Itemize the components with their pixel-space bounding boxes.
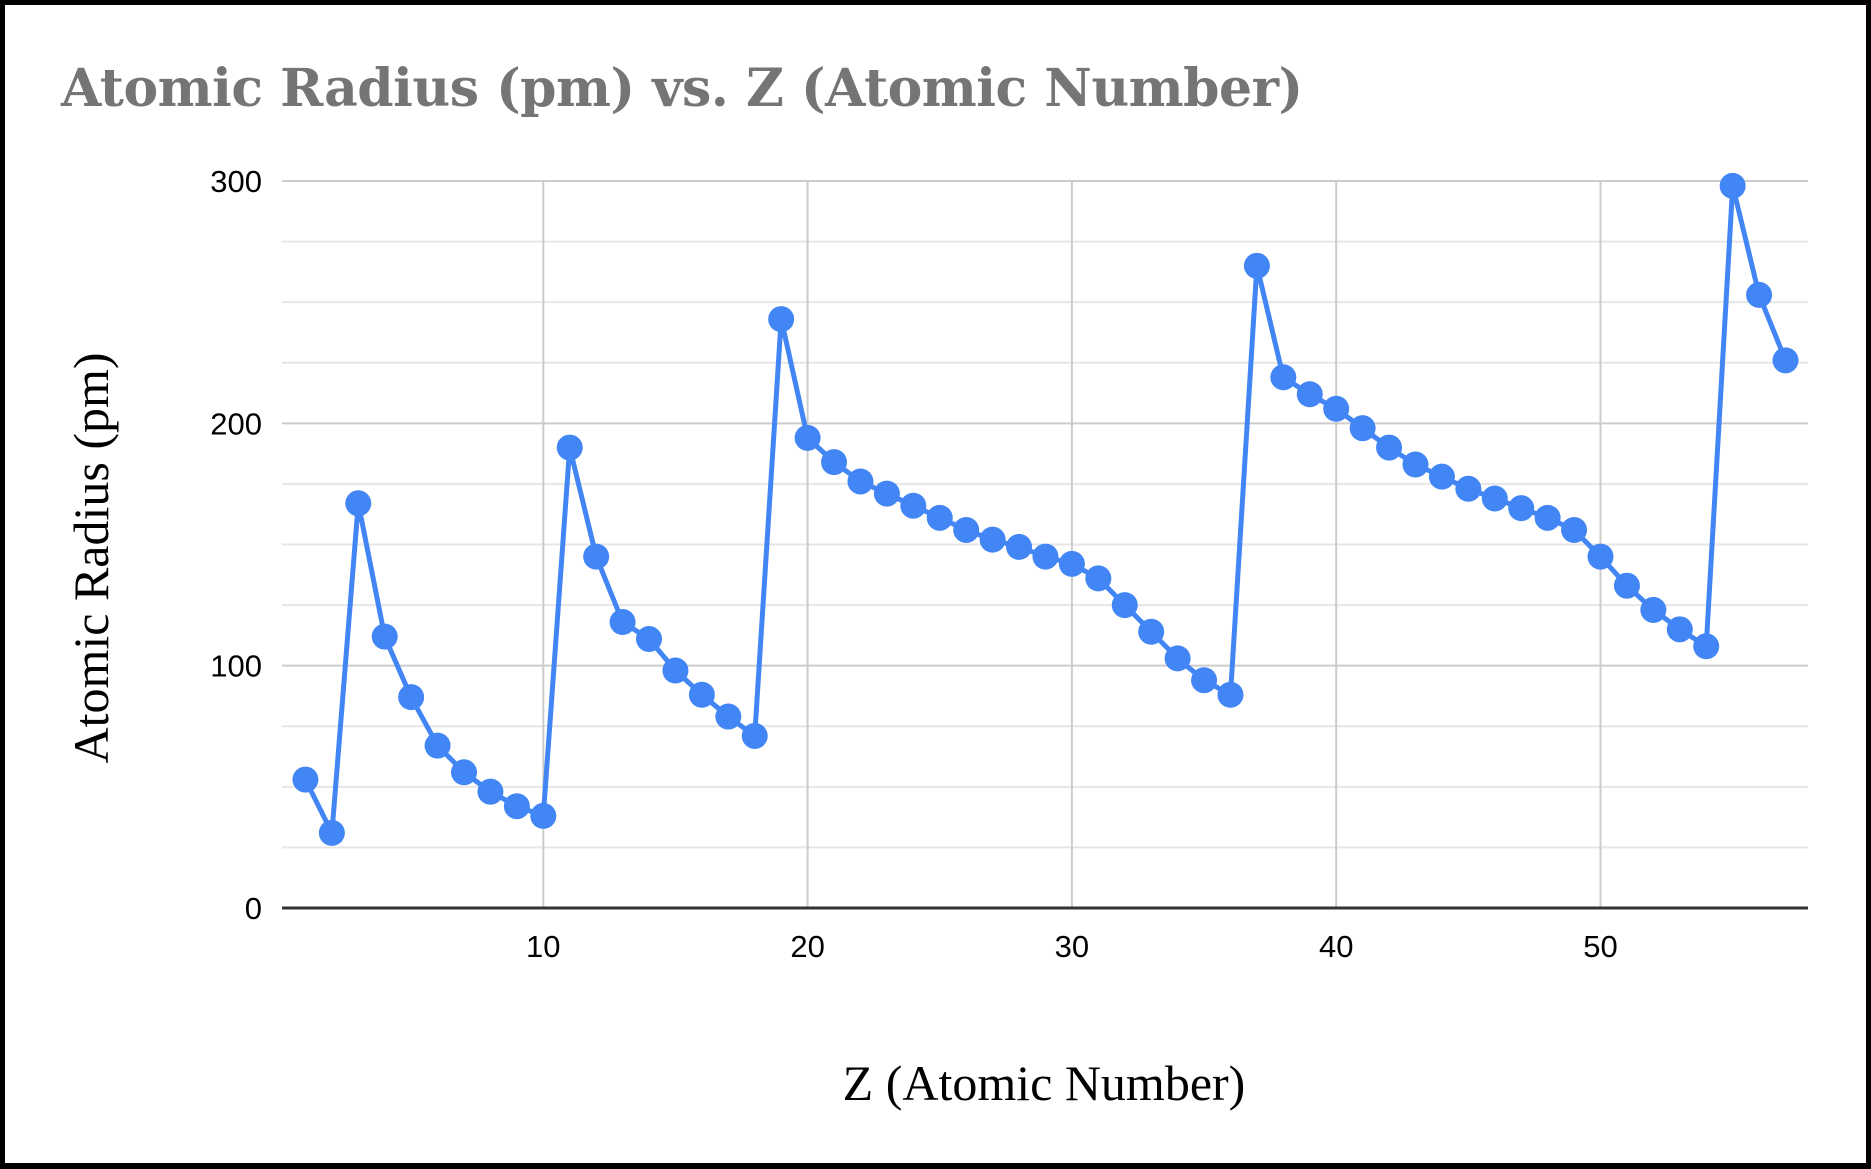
x-tick-label: 50	[1583, 929, 1617, 964]
data-point	[345, 490, 372, 517]
data-point	[451, 759, 478, 786]
y-axis-ticks: 0 100 200 300	[210, 164, 262, 926]
y-tick-label: 100	[210, 649, 262, 684]
data-point	[1138, 618, 1165, 645]
y-tick-label: 200	[210, 406, 262, 441]
data-point	[609, 609, 636, 636]
data-point	[1772, 347, 1799, 374]
data-point	[1613, 572, 1640, 599]
data-point	[1402, 451, 1429, 478]
data-point	[1032, 543, 1059, 570]
data-point	[371, 623, 398, 650]
data-point	[1428, 463, 1455, 490]
series-line	[303, 183, 1788, 836]
data-point	[1587, 543, 1614, 570]
data-point	[1085, 565, 1112, 592]
y-axis-title: Atomic Radius (pm)	[63, 352, 119, 763]
data-point	[398, 684, 425, 711]
data-point	[1296, 381, 1323, 408]
data-series	[292, 172, 1799, 846]
data-point	[926, 504, 953, 531]
data-point	[1481, 485, 1508, 512]
data-point	[1323, 395, 1350, 422]
data-point	[768, 306, 795, 333]
data-point	[688, 681, 715, 708]
data-point	[1376, 434, 1403, 461]
data-point	[847, 468, 874, 495]
data-point	[1006, 533, 1033, 560]
data-point	[821, 449, 848, 476]
data-point	[900, 492, 927, 519]
y-tick-label: 300	[210, 164, 262, 199]
data-point	[1217, 681, 1244, 708]
x-tick-label: 40	[1319, 929, 1353, 964]
chart-title: Atomic Radius (pm) vs. Z (Atomic Number)	[61, 58, 1303, 119]
data-point	[873, 480, 900, 507]
minor-gridlines	[282, 240, 1808, 849]
data-point	[636, 626, 663, 653]
data-point	[1349, 415, 1376, 442]
data-point	[1111, 592, 1138, 619]
data-point	[1534, 504, 1561, 531]
major-gridlines	[282, 180, 1808, 908]
data-point	[1693, 633, 1720, 660]
data-point	[318, 819, 345, 846]
chart-frame	[5, 5, 1866, 1163]
data-point	[1243, 252, 1270, 279]
x-axis-ticks: 10 20 30 40 50	[526, 929, 1618, 964]
x-tick-label: 20	[790, 929, 824, 964]
data-point	[1746, 281, 1773, 308]
data-point	[1164, 645, 1191, 672]
y-tick-label: 0	[245, 891, 262, 926]
data-point	[583, 543, 610, 570]
data-point	[503, 793, 530, 820]
x-axis-title: Z (Atomic Number)	[843, 1055, 1246, 1111]
x-tick-label: 10	[526, 929, 560, 964]
data-point	[1508, 495, 1535, 522]
data-point	[953, 516, 980, 543]
data-point	[1191, 667, 1218, 694]
data-point	[1666, 616, 1693, 643]
data-point	[424, 732, 451, 759]
data-point	[741, 722, 768, 749]
data-point	[1719, 172, 1746, 199]
x-tick-label: 30	[1055, 929, 1089, 964]
data-point	[1640, 596, 1667, 623]
data-point	[1270, 364, 1297, 391]
data-point	[477, 778, 504, 805]
data-point	[1455, 475, 1482, 502]
data-point	[1058, 550, 1085, 577]
data-point	[530, 802, 557, 829]
data-point	[715, 703, 742, 730]
data-point	[662, 657, 689, 684]
data-point	[1561, 516, 1588, 543]
data-point	[292, 766, 319, 793]
data-point	[556, 434, 583, 461]
data-point	[979, 526, 1006, 553]
data-point	[794, 424, 821, 451]
